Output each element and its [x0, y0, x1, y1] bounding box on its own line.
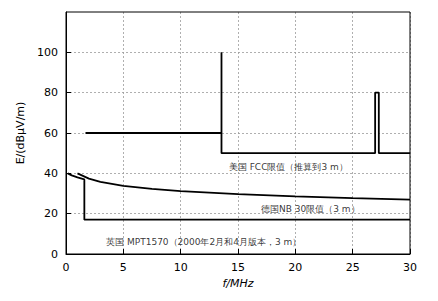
svg-text:30: 30	[403, 261, 417, 274]
svg-text:10: 10	[174, 261, 188, 274]
svg-text:德国NB 30限值（3 m）: 德国NB 30限值（3 m）	[261, 204, 360, 214]
svg-text:40: 40	[44, 167, 58, 180]
svg-text:15: 15	[231, 261, 245, 274]
svg-text:0: 0	[63, 261, 70, 274]
svg-text:E/(dBμV/m): E/(dBμV/m)	[14, 102, 27, 165]
svg-text:英国 MPT1570（2000年2月和4月版本，3 m）: 英国 MPT1570（2000年2月和4月版本，3 m）	[106, 237, 301, 247]
svg-text:f/MHz: f/MHz	[222, 277, 253, 290]
svg-text:5: 5	[120, 261, 127, 274]
svg-text:20: 20	[288, 261, 302, 274]
svg-text:100: 100	[37, 46, 58, 59]
svg-text:20: 20	[44, 207, 58, 220]
svg-text:美国 FCC限值（推算到3 m）: 美国 FCC限值（推算到3 m）	[229, 162, 348, 172]
svg-text:60: 60	[44, 127, 58, 140]
svg-text:0: 0	[51, 248, 58, 261]
svg-text:25: 25	[346, 261, 360, 274]
svg-text:80: 80	[44, 86, 58, 99]
